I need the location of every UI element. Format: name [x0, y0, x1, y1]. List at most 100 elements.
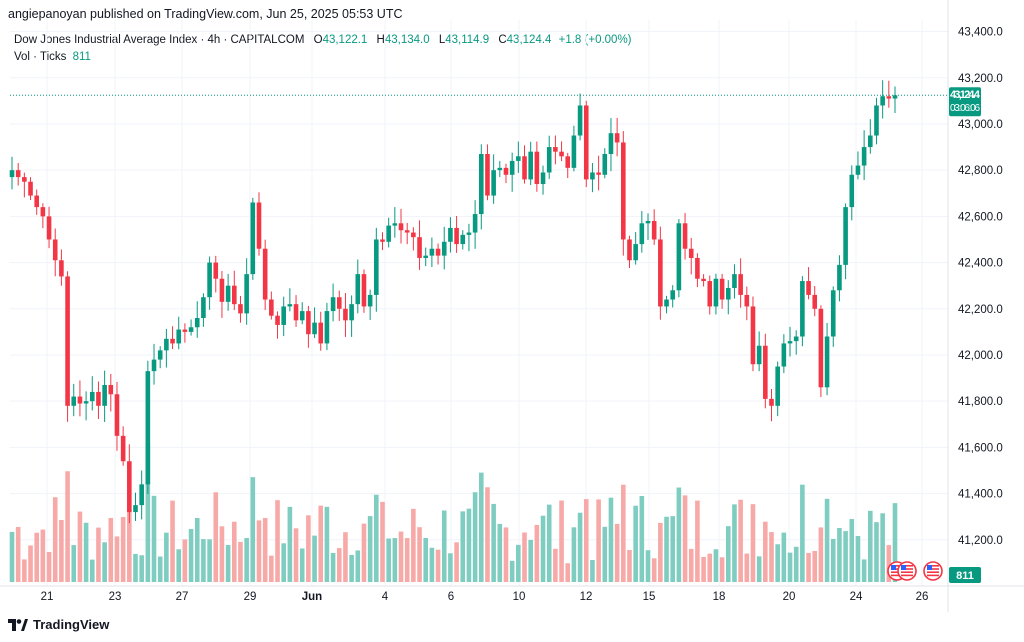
candle-body	[201, 297, 206, 319]
candle-body	[164, 338, 169, 351]
volume-bar	[540, 515, 546, 582]
volume-bar	[108, 517, 114, 582]
volume-bar	[627, 549, 632, 582]
last-price-tag[interactable]	[949, 87, 981, 117]
x-tick-label: 29	[244, 591, 257, 603]
volume-bar	[868, 510, 873, 582]
event-flag-icon[interactable]	[897, 561, 917, 581]
volume-bar	[15, 526, 21, 582]
volume-bar	[707, 553, 713, 582]
candle-body	[324, 311, 330, 344]
candle-body	[874, 105, 879, 136]
candle-body	[448, 227, 453, 242]
candle-body	[299, 311, 305, 321]
footer-brand-label: TradingView	[33, 617, 110, 632]
candle-body	[176, 329, 182, 344]
volume-bar	[621, 484, 626, 582]
close-value: 43,124.4	[506, 34, 552, 46]
candle-body	[380, 239, 385, 242]
volume-bar	[157, 556, 163, 582]
y-tick-label: 41,800.0	[958, 396, 1003, 408]
volume-bar	[306, 515, 311, 582]
symbol-title[interactable]: Dow Jones Industrial Average Index · 4h …	[14, 34, 305, 46]
candle-body	[157, 350, 163, 360]
candle-body	[546, 147, 552, 173]
candle-body	[707, 281, 713, 307]
volume-bar	[651, 558, 657, 582]
y-tick-label: 42,000.0	[958, 350, 1003, 362]
volume-bar	[201, 539, 206, 582]
candle-body	[769, 398, 774, 406]
candle-body	[849, 174, 855, 208]
published-by-line: angiepanoyan published on TradingView.co…	[8, 7, 403, 21]
candle-body	[571, 135, 577, 168]
candle-body	[744, 294, 750, 307]
volume-bar	[472, 492, 478, 582]
volume-bar	[343, 532, 348, 582]
candle-body	[781, 343, 787, 367]
volume-tag-value: 811	[956, 570, 974, 582]
event-flag-icon[interactable]	[923, 561, 943, 581]
candle-body	[472, 214, 478, 233]
candle-body	[256, 202, 262, 249]
chart-legend: Dow Jones Industrial Average Index · 4h …	[14, 32, 632, 66]
candle-body	[892, 95, 898, 99]
change-value: +1.8 (+0.00%)	[558, 34, 632, 46]
volume-bar	[361, 523, 367, 582]
candle-body	[269, 299, 274, 316]
candle-body	[336, 297, 342, 309]
candle-body	[553, 147, 558, 152]
volume-bar	[256, 520, 262, 582]
volume-bar	[824, 498, 830, 582]
candle-body	[417, 237, 422, 258]
volume-bar	[806, 552, 811, 582]
volume-bar	[219, 526, 225, 582]
candle-body	[441, 241, 447, 256]
volume-bar	[250, 477, 256, 582]
footer-brand[interactable]: TradingView	[8, 617, 109, 632]
x-tick-label: 24	[850, 591, 863, 603]
volume-bar	[238, 541, 243, 582]
candle-body	[188, 327, 194, 332]
volume-bar	[151, 495, 157, 582]
volume-bar	[491, 503, 496, 582]
candle-body	[534, 151, 540, 185]
volume-bar	[528, 539, 533, 582]
candle-body	[423, 255, 429, 258]
candle-body	[664, 299, 669, 307]
volume-bar	[546, 504, 552, 582]
volume-bar	[28, 545, 33, 582]
volume-tag	[949, 567, 981, 583]
candle-body	[732, 274, 737, 288]
volume-bar	[429, 547, 435, 582]
candle-body	[133, 505, 138, 513]
candle-body	[491, 170, 496, 196]
candle-body	[306, 311, 311, 335]
x-tick-label: 15	[643, 591, 656, 603]
volume-label[interactable]: Vol · Ticks	[14, 51, 67, 63]
volume-bar	[732, 504, 737, 582]
candle-body	[701, 278, 706, 282]
volume-bar	[516, 544, 521, 582]
volume-bar	[793, 546, 799, 582]
candle-body	[59, 260, 64, 277]
volume-value: 811	[72, 51, 91, 63]
volume-bar	[299, 548, 305, 582]
candle-body	[83, 401, 89, 404]
candle-body	[386, 225, 391, 242]
volume-bar	[34, 532, 39, 582]
volume-bar	[738, 499, 743, 582]
candle-body	[71, 396, 77, 406]
volume-bar	[207, 539, 212, 582]
candle-body	[22, 177, 27, 182]
candle-body	[102, 385, 107, 406]
candle-body	[614, 133, 620, 143]
volume-bar	[318, 505, 324, 582]
volume-bar	[281, 543, 286, 582]
volume-bar	[114, 536, 120, 582]
candle-body	[602, 153, 608, 175]
candle-body	[460, 234, 466, 245]
volume-bar	[435, 549, 441, 582]
price-chart[interactable]: 43,400.0 43,200.0 43,000.0 42,800.0 42,600.0…	[0, 0, 1024, 612]
volume-bar	[750, 504, 756, 582]
